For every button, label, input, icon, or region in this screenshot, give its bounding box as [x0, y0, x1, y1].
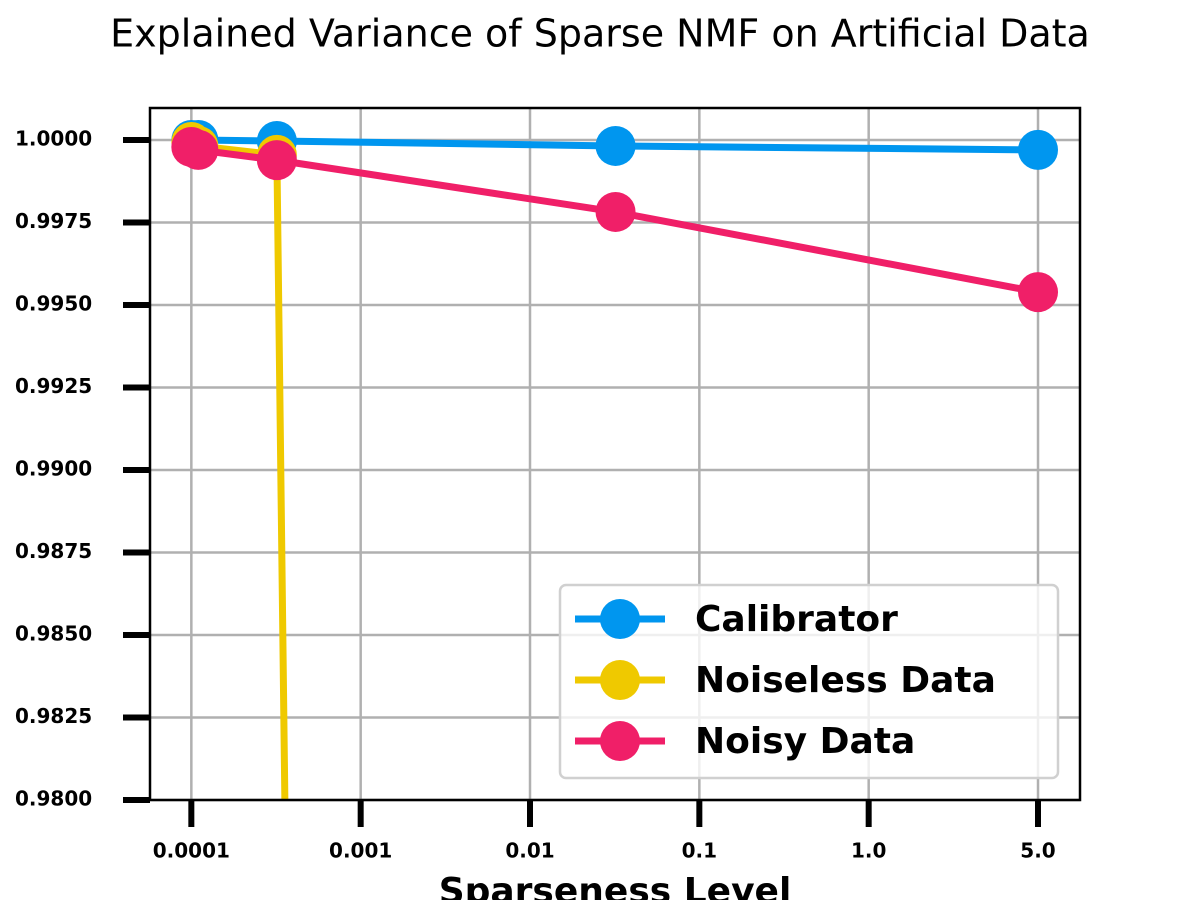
data-point	[1018, 272, 1059, 313]
legend-marker	[600, 660, 640, 700]
chart-title: Explained Variance of Sparse NMF on Arti…	[110, 12, 1090, 56]
legend-label: Calibrator	[695, 599, 898, 640]
data-point	[178, 129, 219, 170]
x-tick-label: 0.1	[682, 839, 717, 863]
plot-area	[171, 120, 1059, 800]
y-tick-label: 0.9925	[15, 374, 92, 398]
y-tick-label: 0.9950	[15, 292, 92, 316]
y-tick-label: 0.9850	[15, 622, 92, 646]
legend-label: Noisy Data	[695, 721, 915, 762]
y-tick-label: 0.9875	[15, 539, 92, 563]
data-point	[595, 191, 636, 232]
y-tick-label: 1.0000	[15, 127, 92, 151]
y-tick-label: 0.9825	[15, 704, 92, 728]
x-axis-label: Sparseness Level	[439, 871, 792, 900]
x-tick-label: 5.0	[1020, 839, 1055, 863]
data-point	[1018, 129, 1059, 170]
plot-frame	[148, 106, 1082, 802]
x-tick-label: 1.0	[851, 839, 886, 863]
series-line	[189, 138, 289, 800]
y-tick-label: 0.9900	[15, 457, 92, 481]
data-point	[595, 125, 636, 166]
x-tick-label: 0.01	[505, 839, 554, 863]
legend-box	[558, 583, 1060, 780]
legend-marker	[600, 721, 640, 761]
y-tick-label: 0.9800	[15, 787, 92, 811]
x-tick-label: 0.0001	[153, 839, 230, 863]
data-point	[256, 140, 297, 181]
legend-label: Noiseless Data	[695, 660, 996, 701]
legend-marker	[600, 599, 640, 639]
y-tick-label: 0.9975	[15, 209, 92, 233]
x-tick-label: 0.001	[329, 839, 392, 863]
